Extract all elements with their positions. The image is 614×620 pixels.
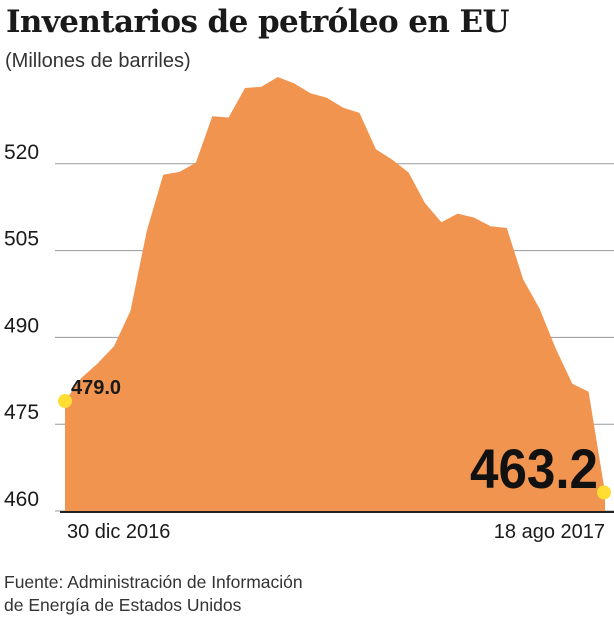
end-marker (597, 485, 611, 500)
y-tick-label-475: 475 (4, 401, 39, 424)
chart-title: Inventarios de petróleo en EU (6, 4, 510, 40)
source-line-2: de Energía de Estados Unidos (4, 595, 242, 615)
start-marker (58, 394, 72, 409)
y-tick-label-490: 490 (4, 314, 39, 337)
source-note: Fuente: Administración de Información de… (4, 571, 303, 617)
chart-subtitle: (Millones de barriles) (5, 50, 191, 72)
y-tick-label-460: 460 (4, 488, 39, 511)
end-value-label: 463.2 (470, 437, 598, 500)
x-label-end: 18 ago 2017 (494, 521, 605, 543)
chart-svg: 460 475 490 505 520 30 dic 2016 18 ago 2017 479… (4, 77, 614, 543)
y-tick-label-520: 520 (4, 141, 39, 164)
start-value-label: 479.0 (71, 377, 121, 399)
source-line-1: Fuente: Administración de Información (4, 572, 303, 592)
area-series (65, 77, 605, 511)
x-label-start: 30 dic 2016 (67, 521, 170, 543)
y-tick-label-505: 505 (4, 228, 39, 251)
